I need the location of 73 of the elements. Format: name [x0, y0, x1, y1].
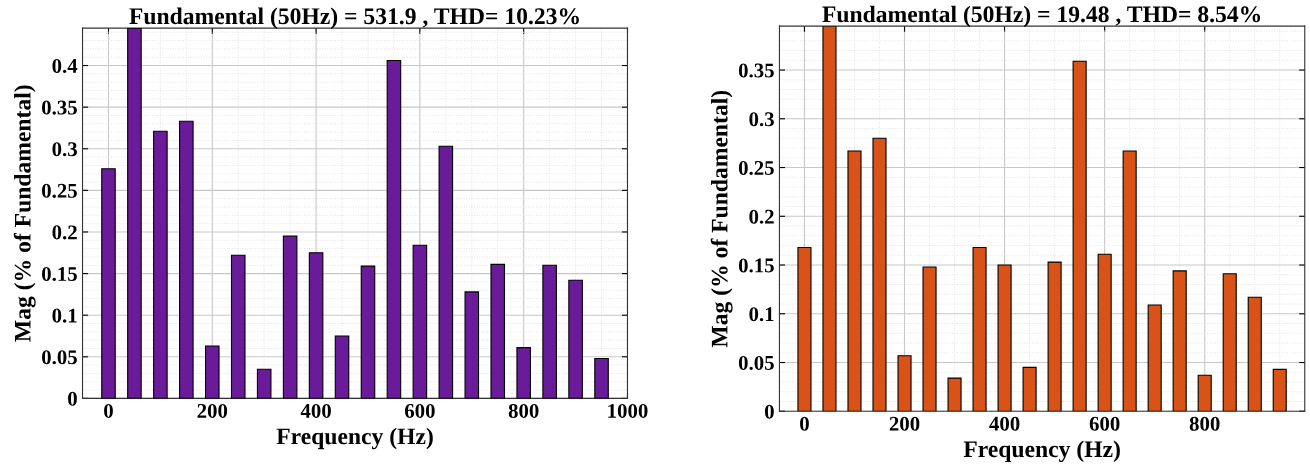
bar [464, 291, 480, 399]
bar [1097, 253, 1112, 412]
y-tick-label: 0.1 [52, 308, 77, 323]
x-tick-label: 200 [889, 416, 920, 431]
bar [179, 120, 194, 399]
bar [153, 130, 168, 399]
y-tick-label: 0.25 [42, 183, 77, 198]
bar [282, 235, 298, 399]
x-tick-label: 600 [404, 403, 435, 418]
bar [897, 355, 912, 412]
y-tick-label: 0.35 [738, 63, 774, 78]
chart-title: Fundamental (50Hz) = 531.9 , THD= 10.23% [129, 7, 579, 29]
bar [1047, 261, 1062, 412]
x-tick-label: 1000 [608, 403, 648, 418]
bar [1197, 374, 1212, 412]
bar [1272, 368, 1287, 412]
bar [847, 150, 862, 412]
bar [230, 254, 246, 399]
bar [1222, 273, 1237, 412]
y-tick-label: 0.25 [738, 160, 774, 176]
bar [204, 345, 220, 399]
bar [308, 252, 324, 399]
bar [334, 335, 350, 399]
bar [822, 26, 837, 412]
bar [386, 59, 402, 399]
y-tick-label: 0.2 [52, 225, 77, 240]
bar [1072, 60, 1087, 412]
y-tick-label: 0.15 [42, 266, 77, 282]
bar [1147, 304, 1162, 412]
x-tick-label: 200 [197, 403, 228, 418]
bar [490, 263, 506, 399]
y-tick-label: 0.2 [749, 209, 774, 224]
y-tick-label: 0.05 [42, 350, 77, 365]
x-tick-label: 800 [508, 403, 539, 418]
y-tick-label: 0 [68, 391, 77, 406]
y-tick-label: 0.15 [738, 258, 774, 273]
x-tick-label: 0 [104, 403, 113, 418]
bar [797, 246, 812, 412]
y-tick-label: 0.05 [738, 355, 774, 371]
bar [997, 264, 1012, 412]
y-tick-label: 0.3 [52, 142, 77, 157]
x-tick-label: 0 [800, 416, 809, 431]
x-tick-label: 600 [1089, 416, 1120, 431]
x-axis-title: Frequency (Hz) [276, 427, 433, 450]
bar [438, 145, 454, 399]
bar [1022, 366, 1037, 412]
y-tick-label: 0.4 [52, 58, 78, 74]
y-axis-title: Mag (% of Fundamental) [710, 90, 733, 348]
bar [568, 279, 583, 399]
bar [922, 266, 937, 412]
bar [1247, 296, 1262, 412]
bar [127, 28, 142, 399]
bar [360, 265, 376, 399]
y-tick-label: 0.35 [42, 100, 77, 115]
bar [412, 244, 428, 399]
bar [542, 264, 557, 399]
bar [872, 137, 887, 412]
y-tick-label: 0.1 [749, 307, 774, 322]
bar [947, 377, 962, 412]
bar [594, 357, 609, 399]
bar [1172, 270, 1187, 412]
y-axis-title: Mag (% of Fundamental) [13, 85, 36, 342]
bar [256, 368, 272, 399]
bar [972, 246, 987, 412]
x-axis-title: Frequency (Hz) [963, 440, 1120, 463]
x-tick-label: 800 [1189, 416, 1220, 431]
x-tick-label: 400 [989, 416, 1020, 431]
y-tick-label: 0.3 [749, 112, 774, 127]
bar [101, 168, 116, 399]
chart-title: Fundamental (50Hz) = 19.48 , THD= 8.54% [822, 5, 1261, 28]
bar [516, 347, 531, 399]
bar [1122, 150, 1137, 412]
x-tick-label: 400 [300, 403, 331, 418]
